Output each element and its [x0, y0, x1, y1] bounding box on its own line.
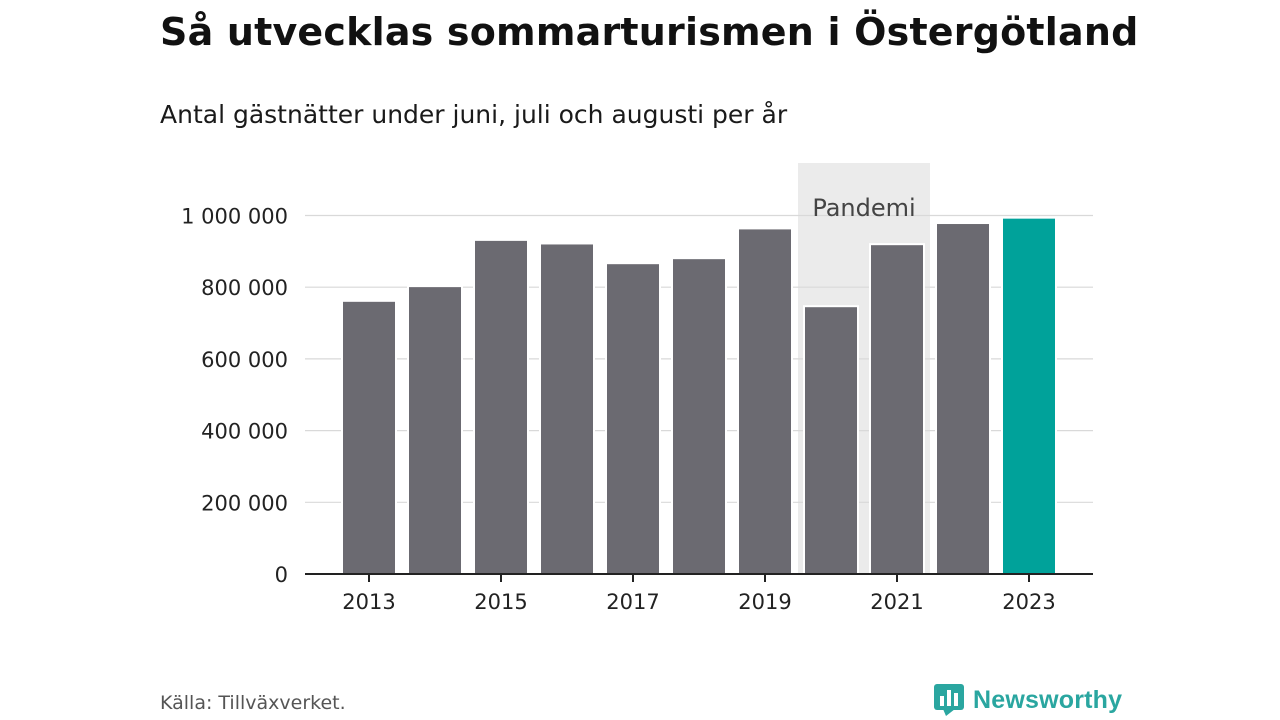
x-tick-label: 2015 — [474, 590, 527, 614]
brand-logo: Newsworthy — [933, 683, 1122, 717]
chart-title: Så utvecklas sommarturismen i Östergötla… — [160, 10, 1139, 54]
x-tick-label: 2019 — [738, 590, 791, 614]
y-tick-label: 800 000 — [201, 276, 288, 300]
x-tick-label: 2021 — [870, 590, 923, 614]
brand-name: Newsworthy — [973, 685, 1123, 714]
bar-2022 — [935, 222, 991, 575]
x-tick-label: 2023 — [1002, 590, 1055, 614]
y-tick-label: 600 000 — [201, 348, 288, 372]
bar-2018 — [671, 257, 727, 575]
bar-2021 — [869, 243, 925, 575]
bar-chart: Pandemi 0 200 000 400 000 600 000 800 000 1 00… — [181, 163, 1093, 614]
y-tick-label: 400 000 — [201, 420, 288, 444]
bar-2020 — [803, 305, 859, 575]
pandemic-label: Pandemi — [812, 194, 915, 222]
chart-subtitle: Antal gästnätter under juni, juli och au… — [160, 100, 788, 129]
y-tick-label: 1 000 000 — [181, 205, 288, 229]
bar-2014 — [407, 285, 463, 575]
bar-2017 — [605, 262, 661, 575]
bar-2015 — [473, 238, 529, 576]
bar-2013 — [341, 299, 397, 575]
bar-2019 — [737, 227, 793, 575]
y-tick-label: 0 — [275, 563, 288, 587]
x-tick-label: 2017 — [606, 590, 659, 614]
newsworthy-logo-icon — [934, 684, 964, 716]
y-tick-label: 200 000 — [201, 491, 288, 515]
x-tick-label: 2013 — [342, 590, 395, 614]
bar-2023 — [1001, 216, 1057, 575]
bar-2016 — [539, 242, 595, 575]
source-note: Källa: Tillväxverket. — [160, 692, 346, 714]
